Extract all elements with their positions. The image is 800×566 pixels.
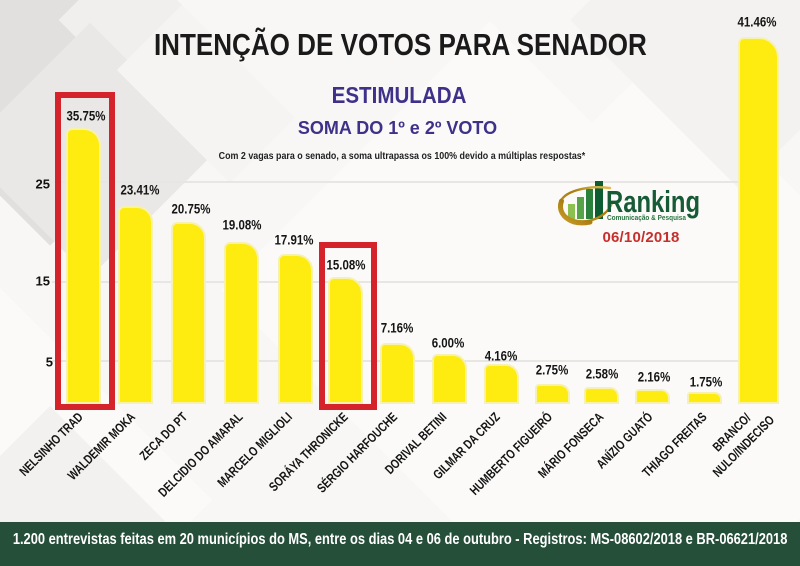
svg-text:Ranking: Ranking xyxy=(606,184,700,219)
svg-text:Comunicação & Pesquisa: Comunicação & Pesquisa xyxy=(607,213,687,222)
